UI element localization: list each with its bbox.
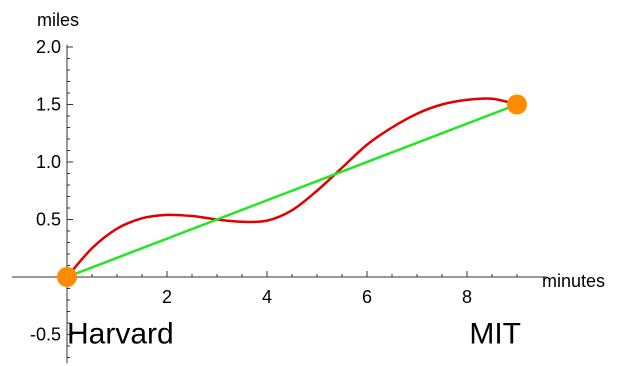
axes xyxy=(12,44,547,364)
series-lines xyxy=(66,97,518,279)
annotation-labels: Harvard MIT xyxy=(67,318,521,351)
x-tick-label: 6 xyxy=(362,287,372,307)
y-tick-label: 2.0 xyxy=(36,37,61,57)
x-tick-label: 4 xyxy=(262,287,272,307)
start-point xyxy=(57,267,77,287)
x-tick-label: 8 xyxy=(462,287,472,307)
y-tick-label: 1.5 xyxy=(36,95,61,115)
green-path-line xyxy=(66,103,518,279)
y-tick-label: -0.5 xyxy=(30,325,61,345)
endpoint-markers xyxy=(57,94,527,287)
y-tick-label: 0.5 xyxy=(36,210,61,230)
end-point xyxy=(507,94,527,115)
tick-marks xyxy=(67,46,518,358)
tick-labels: 2 4 6 8 -0.5 0.5 1.0 1.5 2.0 xyxy=(30,37,472,345)
y-tick-label: 1.0 xyxy=(36,152,61,172)
y-axis-label: miles xyxy=(37,10,79,30)
mit-label: MIT xyxy=(469,318,521,351)
x-tick-label: 2 xyxy=(162,287,172,307)
red-path-line xyxy=(66,97,518,278)
harvard-label: Harvard xyxy=(67,318,174,351)
x-axis-label: minutes xyxy=(542,271,605,291)
